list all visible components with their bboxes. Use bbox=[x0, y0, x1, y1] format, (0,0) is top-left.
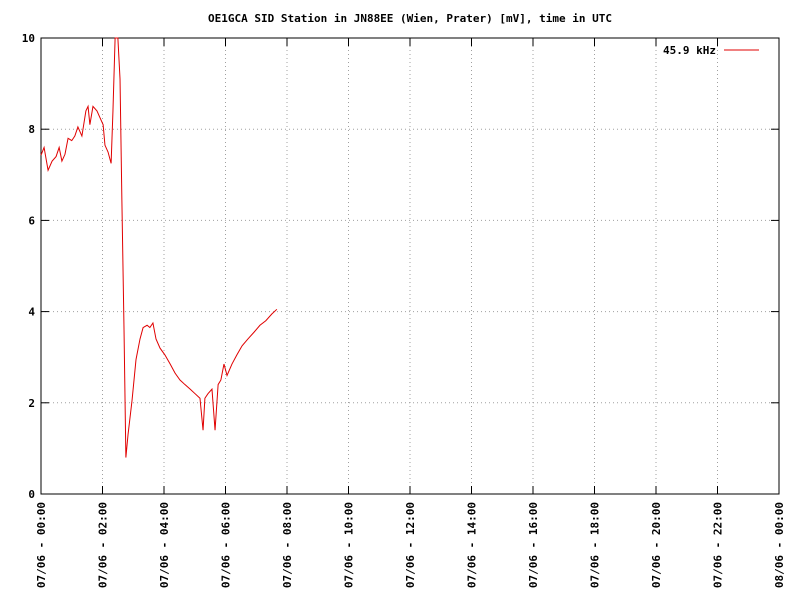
x-tick-label: 07/06 - 04:00 bbox=[158, 502, 171, 588]
y-tick-label: 6 bbox=[28, 214, 35, 227]
x-tick-label: 07/06 - 22:00 bbox=[712, 502, 725, 588]
data-line bbox=[40, 37, 278, 458]
x-tick-label: 07/06 - 16:00 bbox=[527, 502, 540, 588]
x-tick-label: 07/06 - 10:00 bbox=[343, 502, 356, 588]
chart-title: OE1GCA SID Station in JN88EE (Wien, Prat… bbox=[208, 12, 612, 25]
x-tick-label: 07/06 - 14:00 bbox=[466, 502, 479, 588]
x-tick-label: 07/06 - 18:00 bbox=[589, 502, 602, 588]
x-tick-label: 07/06 - 12:00 bbox=[404, 502, 417, 588]
x-tick-label: 08/06 - 00:00 bbox=[773, 502, 786, 588]
y-tick-label: 8 bbox=[28, 123, 35, 136]
y-tick-label: 10 bbox=[22, 32, 35, 45]
y-tick-label: 2 bbox=[28, 397, 35, 410]
x-tick-label: 07/06 - 02:00 bbox=[97, 502, 110, 588]
y-tick-label: 0 bbox=[28, 488, 35, 501]
x-tick-label: 07/06 - 08:00 bbox=[281, 502, 294, 588]
legend-label: 45.9 kHz bbox=[663, 44, 716, 57]
y-tick-label: 4 bbox=[28, 306, 35, 319]
x-tick-label: 07/06 - 20:00 bbox=[650, 502, 663, 588]
plot-frame bbox=[40, 37, 780, 495]
x-tick-label: 07/06 - 00:00 bbox=[35, 502, 48, 588]
x-tick-label: 07/06 - 06:00 bbox=[220, 502, 233, 588]
